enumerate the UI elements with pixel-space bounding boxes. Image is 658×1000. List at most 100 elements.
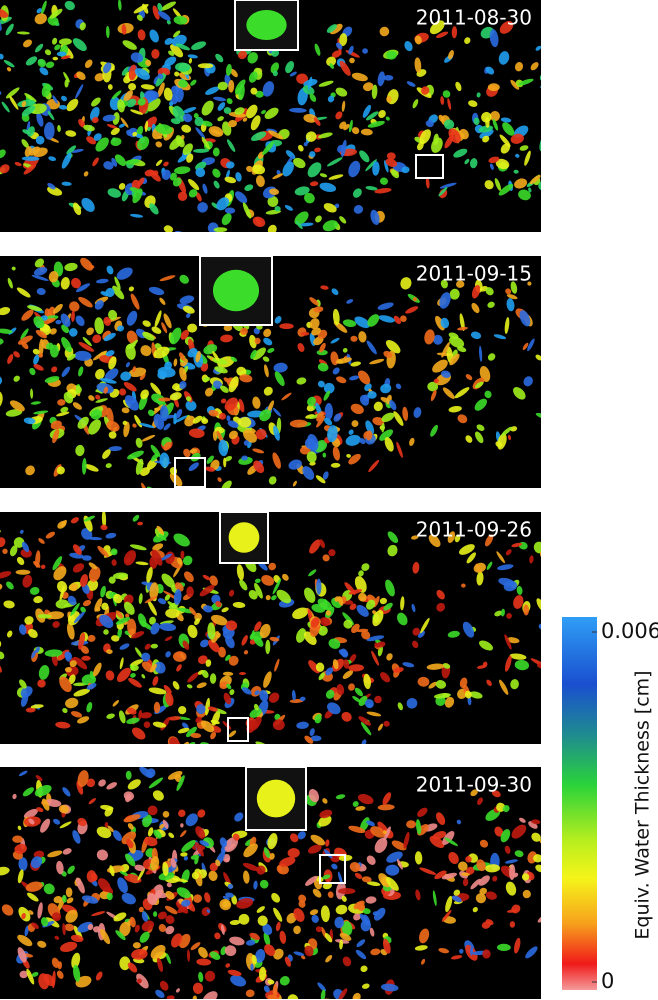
leaf — [51, 957, 60, 968]
leaf — [332, 659, 339, 670]
leaf — [24, 92, 37, 103]
leaf — [428, 681, 438, 689]
leaf — [505, 881, 517, 896]
leaf — [514, 62, 524, 72]
leaf — [524, 150, 531, 166]
leaf — [487, 301, 495, 308]
leaf — [60, 941, 78, 953]
leaf — [1, 904, 14, 916]
leaf — [200, 720, 215, 733]
leaf — [269, 188, 280, 195]
leaf — [267, 994, 282, 999]
leaf — [303, 114, 318, 123]
leaf — [421, 958, 426, 965]
leaf — [358, 592, 367, 602]
leaf — [261, 575, 275, 586]
leaf — [109, 865, 115, 877]
leaf — [21, 156, 40, 161]
leaf — [362, 48, 368, 54]
date-label: 2011-09-30 — [416, 773, 532, 797]
leaf — [255, 428, 267, 440]
leaf — [34, 13, 47, 25]
leaf — [206, 909, 211, 913]
leaf — [485, 116, 490, 128]
leaf — [228, 430, 238, 440]
leaf — [474, 398, 487, 411]
leaf — [471, 302, 480, 314]
leaf — [255, 948, 266, 963]
leaf — [327, 891, 334, 898]
leaf — [106, 649, 113, 655]
leaf — [148, 687, 167, 695]
leaf — [564, 568, 573, 573]
leaf — [406, 81, 416, 87]
leaf — [0, 307, 11, 316]
leaf — [97, 878, 111, 893]
leaf — [110, 127, 120, 136]
leaf — [130, 664, 139, 672]
leaf — [549, 338, 564, 349]
leaf — [75, 877, 85, 894]
leaf — [55, 721, 71, 729]
leaf — [24, 925, 29, 937]
leaf — [510, 679, 519, 690]
leaf — [325, 610, 332, 616]
leaf — [405, 306, 419, 314]
leaf — [487, 353, 496, 361]
leaf — [155, 159, 163, 167]
leaf — [162, 819, 169, 829]
leaf — [186, 312, 191, 319]
colorbar-tick-label: 0.006 — [601, 619, 658, 643]
leaf — [500, 608, 505, 617]
leaf — [182, 555, 193, 566]
leaf — [354, 576, 367, 593]
leaf — [444, 837, 458, 847]
leaf — [245, 989, 255, 998]
leaf — [23, 417, 36, 425]
leaf — [17, 825, 22, 831]
leaf — [509, 921, 516, 928]
leaf — [323, 382, 335, 394]
leaf — [31, 922, 39, 929]
leaf — [223, 457, 227, 468]
leaf — [309, 93, 317, 102]
leaf — [222, 721, 232, 730]
leaf — [339, 60, 351, 76]
leaf — [164, 594, 171, 601]
leaf — [80, 606, 86, 613]
leaf — [469, 691, 483, 699]
leaf — [51, 970, 56, 989]
leaf — [475, 893, 487, 904]
leaf — [430, 389, 437, 402]
leaf — [462, 621, 475, 638]
leaf — [110, 548, 118, 556]
leaf — [176, 664, 182, 672]
leaf — [135, 437, 143, 448]
leaf — [226, 98, 233, 105]
leaf — [62, 923, 66, 936]
leaf — [550, 598, 559, 604]
leaf — [322, 874, 331, 880]
leaf — [552, 21, 567, 37]
leaf — [158, 534, 167, 541]
leaf — [309, 461, 316, 466]
leaf — [77, 817, 87, 827]
leaf — [82, 555, 92, 561]
leaf — [168, 832, 175, 839]
leaf — [536, 598, 541, 612]
leaf — [414, 851, 423, 865]
leaf — [209, 951, 221, 960]
leaf — [507, 434, 512, 441]
leaf — [72, 830, 81, 844]
leaf — [61, 366, 70, 377]
leaf — [150, 643, 158, 649]
leaf — [527, 281, 532, 286]
leaf — [164, 905, 178, 915]
leaf — [535, 354, 541, 361]
leaf — [188, 428, 205, 438]
date-label: 2011-08-30 — [416, 6, 532, 30]
leaf — [385, 864, 400, 876]
leaf — [181, 899, 191, 907]
leaf — [413, 407, 422, 419]
leaf — [61, 152, 72, 169]
